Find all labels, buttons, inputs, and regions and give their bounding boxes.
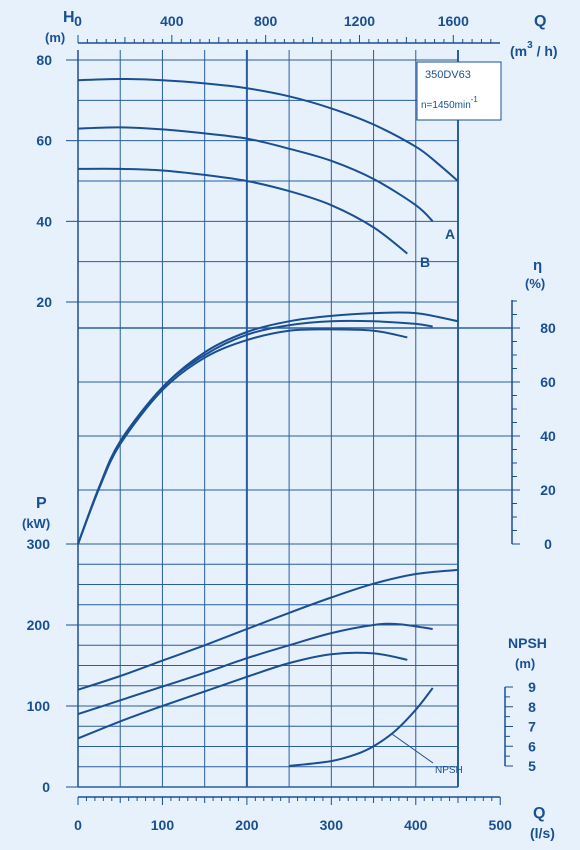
q-ls-tick-label: 200 xyxy=(235,817,259,833)
power-tick-label: 300 xyxy=(27,536,51,552)
q-ls-axis-label: Q xyxy=(533,805,545,822)
curve-label-b: B xyxy=(420,254,430,270)
head-tick-label: 60 xyxy=(36,133,52,149)
power-axis-label: P xyxy=(36,495,47,512)
head-axis-unit: (m) xyxy=(45,30,65,45)
efficiency-tick-label: 60 xyxy=(540,374,556,390)
npsh-tick-label: 7 xyxy=(528,719,536,735)
q-m3h-tick-label: 1200 xyxy=(344,13,375,29)
efficiency-axis-label: η xyxy=(533,257,542,274)
q-ls-tick-label: 500 xyxy=(489,817,513,833)
speed-prefix: n=1450min xyxy=(421,100,471,111)
head-curve-0 xyxy=(77,77,459,182)
npsh-curve xyxy=(288,687,434,767)
power-tick-label: 100 xyxy=(27,698,51,714)
q-m3h-axis-unit: (m3 / h) xyxy=(510,40,558,59)
model-box xyxy=(416,61,502,121)
npsh-tick-label: 6 xyxy=(528,738,536,754)
power-tick-label: 0 xyxy=(42,779,50,795)
q-ls-tick-label: 0 xyxy=(74,817,82,833)
head-curve-1 xyxy=(77,126,434,223)
q-m3h-tick-label: 0 xyxy=(74,13,82,29)
q-m3h-tick-label: 800 xyxy=(254,13,278,29)
efficiency-tick-label: 80 xyxy=(540,320,556,336)
q-ls-tick-label: 100 xyxy=(151,817,175,833)
efficiency-curve-0 xyxy=(77,311,459,545)
q-m3h-axis-label: Q xyxy=(534,13,546,30)
npsh-axis-label: NPSH xyxy=(508,635,547,651)
q-ls-tick-label: 300 xyxy=(320,817,344,833)
curve-label-a: A xyxy=(445,226,455,242)
power-curve-1 xyxy=(77,622,433,716)
npsh-tick-label: 8 xyxy=(528,699,536,715)
npsh-tick-label: 9 xyxy=(528,679,536,695)
q-m3h-unit-prefix: (m xyxy=(510,43,527,59)
efficiency-curve-1 xyxy=(77,319,433,545)
q-m3h-unit-suffix: / h) xyxy=(533,43,558,59)
curve-layer xyxy=(77,77,459,767)
head-axis-label: H xyxy=(63,9,75,26)
efficiency-tick-label: 40 xyxy=(540,428,556,444)
model-name: 350DV63 xyxy=(425,69,471,81)
efficiency-tick-label: 20 xyxy=(540,482,556,498)
q-m3h-tick-label: 400 xyxy=(160,13,184,29)
npsh-leader-line xyxy=(391,733,434,764)
speed-text: n=1450min-1 xyxy=(421,95,478,111)
power-tick-label: 200 xyxy=(27,617,51,633)
efficiency-axis-unit: (%) xyxy=(525,276,545,291)
head-tick-label: 80 xyxy=(36,52,52,68)
npsh-tick-label: 5 xyxy=(528,758,536,774)
head-tick-label: 40 xyxy=(36,213,52,229)
q-m3h-tick-label: 1600 xyxy=(438,13,469,29)
q-ls-tick-label: 400 xyxy=(404,817,428,833)
head-curve-2 xyxy=(77,167,408,255)
q-m3h-unit-exp: 3 xyxy=(527,40,533,51)
head-tick-label: 20 xyxy=(36,294,52,310)
label-layer: 350DV63 n=1450min-1 H (m) Q (m3 / h) η (… xyxy=(22,9,558,841)
speed-exp: -1 xyxy=(471,95,479,104)
efficiency-tick-label: 0 xyxy=(544,536,552,552)
npsh-axis-unit: (m) xyxy=(515,656,535,671)
power-axis-unit: (kW) xyxy=(22,516,50,531)
q-ls-axis-unit: (l/s) xyxy=(530,825,555,841)
efficiency-curve-2 xyxy=(77,328,408,545)
power-curve-0 xyxy=(77,568,459,691)
power-curve-2 xyxy=(77,651,408,740)
npsh-curve-label: NPSH xyxy=(435,765,463,776)
